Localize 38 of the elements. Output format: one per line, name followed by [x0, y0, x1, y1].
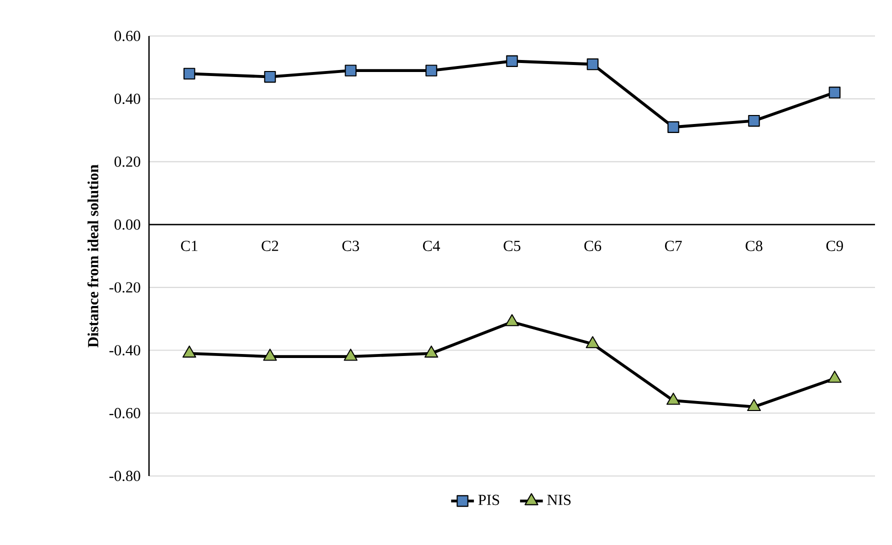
point: [586, 336, 600, 348]
point: [506, 55, 518, 67]
point: [748, 114, 760, 127]
x-tick-label: C6: [584, 240, 602, 252]
point: [424, 346, 438, 358]
point: [586, 58, 599, 70]
y-tick-label: 0.60: [114, 30, 140, 42]
x-tick-label: C9: [826, 240, 843, 252]
point: [344, 64, 357, 76]
y-tick-label: 0.20: [114, 156, 140, 167]
x-tick-label: C1: [181, 240, 198, 252]
x-tick-label: C2: [262, 240, 278, 252]
legend-label: PIS: [478, 494, 500, 506]
y-tick-label: -0.60: [109, 408, 140, 418]
point: [183, 68, 196, 80]
x-tick-label: C8: [746, 240, 762, 252]
legend-label: NIS: [547, 494, 571, 506]
y-tick-label: -0.80: [109, 470, 140, 482]
point: [344, 348, 358, 361]
point: [425, 64, 438, 76]
point: [263, 348, 277, 361]
point: [828, 86, 841, 98]
point: [747, 398, 761, 412]
y-axis-title: Distance from ideal solution: [87, 164, 98, 348]
x-tick-label: C7: [665, 240, 682, 252]
point: [264, 70, 276, 83]
x-tick-label: C4: [423, 240, 440, 252]
y-tick-label: -0.20: [109, 282, 140, 293]
y-tick-label: -0.40: [109, 345, 140, 356]
y-tick-label: 0.40: [114, 94, 140, 104]
y-tick-label: 0.00: [114, 219, 140, 230]
point: [182, 346, 196, 358]
point: [828, 370, 842, 383]
point: [666, 392, 680, 405]
x-tick-label: C3: [342, 240, 360, 252]
point: [667, 121, 680, 133]
x-tick-label: C5: [504, 240, 520, 252]
point: [505, 314, 519, 326]
